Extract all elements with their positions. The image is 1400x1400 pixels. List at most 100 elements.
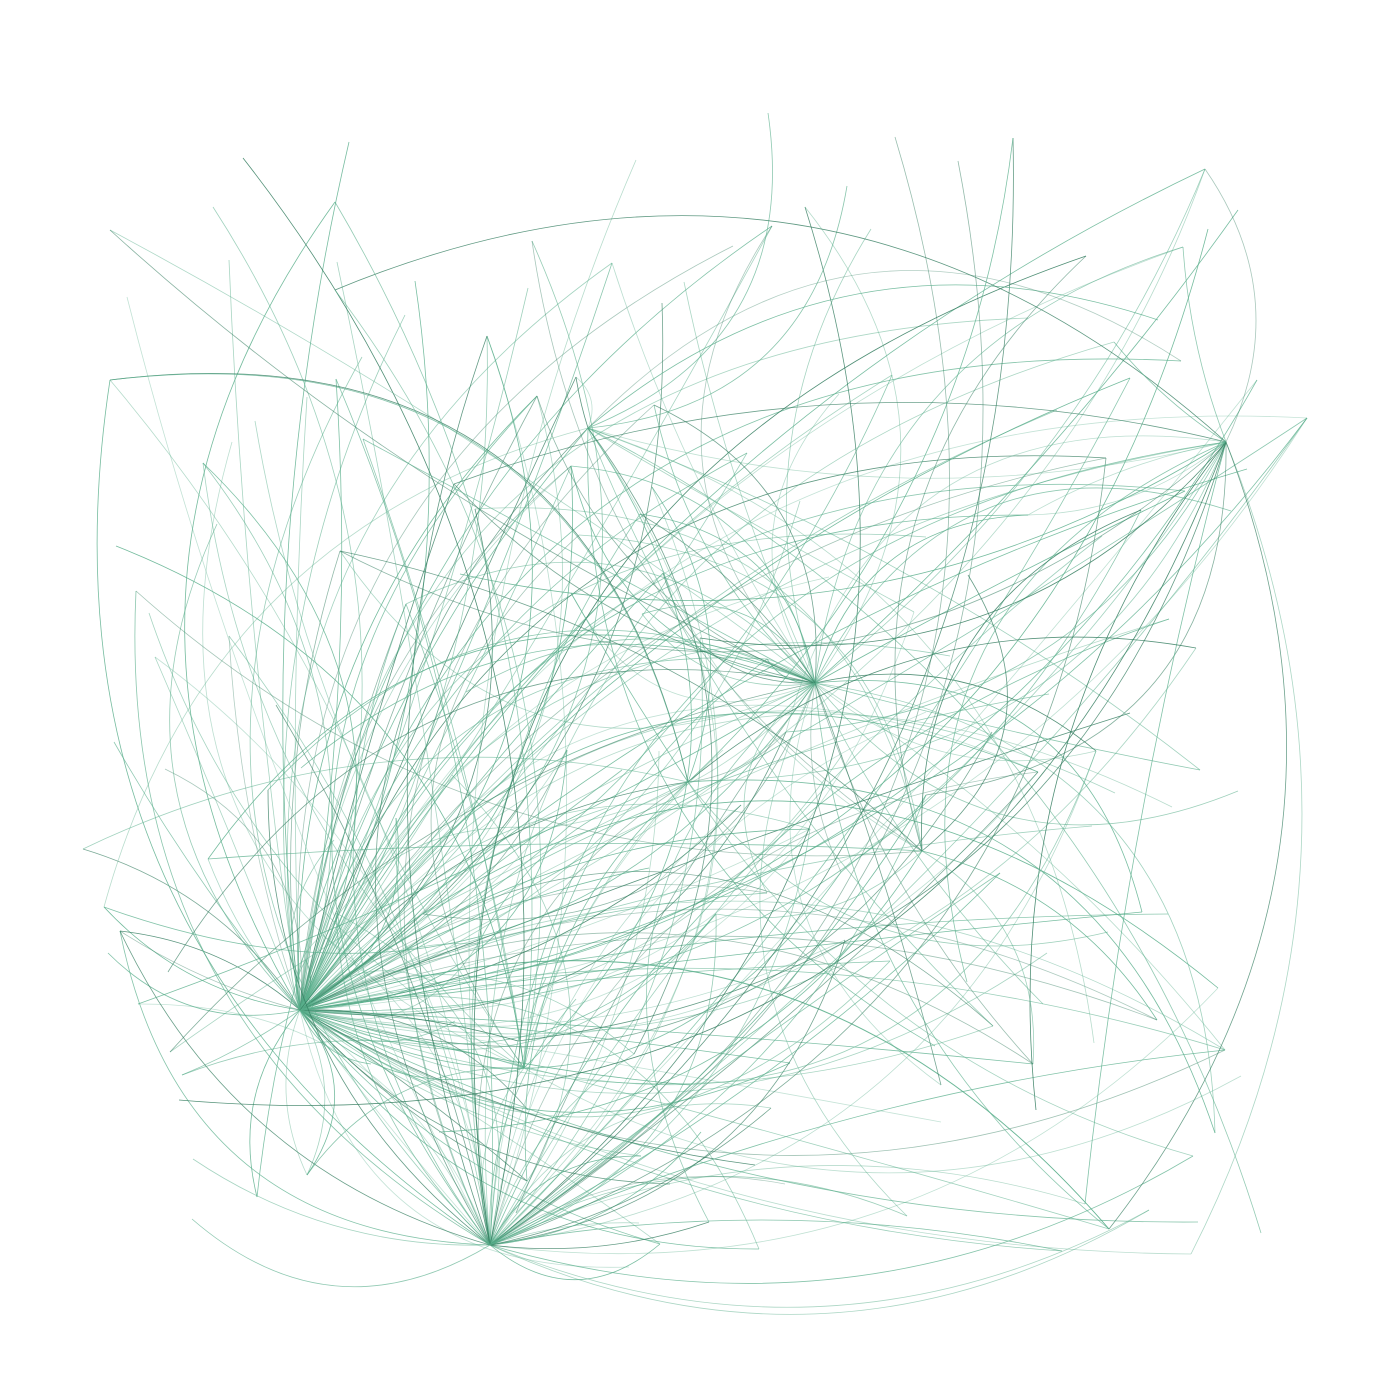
graph-edge	[154, 656, 491, 1246]
graph-edge	[587, 427, 994, 1027]
graph-edge	[814, 682, 1226, 1051]
graph-edge	[299, 1009, 994, 1085]
graph-edge	[299, 781, 689, 1011]
graph-edge	[109, 229, 816, 684]
graph-edge	[119, 930, 491, 1246]
graph-edge	[154, 656, 301, 1011]
graph-edge	[96, 379, 491, 1246]
graph-edge	[299, 287, 529, 1011]
graph-edge	[299, 509, 1142, 1012]
graph-edge	[336, 261, 491, 1246]
graph-edge	[299, 1009, 1110, 1230]
graph-edge	[687, 781, 1109, 947]
graph-edge	[299, 900, 1226, 1051]
graph-edge	[489, 1165, 1086, 1246]
graph-edge	[299, 995, 760, 1250]
graph-edge	[299, 465, 572, 1011]
graph-edge	[352, 603, 491, 1246]
graph-edge	[299, 1009, 372, 1065]
graph-edge	[299, 452, 748, 1011]
graph-edge	[299, 1009, 1199, 1223]
graph-edge	[587, 427, 713, 1055]
graph-edge	[298, 395, 538, 1011]
graph-edge	[422, 682, 816, 921]
graph-edge	[299, 1009, 1034, 1065]
graph-edge	[531, 240, 923, 852]
graph-edge	[299, 1009, 519, 1042]
graph-edge	[814, 680, 1143, 913]
graph-edge	[299, 168, 1206, 1011]
graph-edge	[814, 168, 1206, 684]
graph-edge	[814, 673, 1097, 752]
graph-edge	[1108, 441, 1287, 1230]
graph-edge	[453, 483, 816, 684]
graph-edge	[137, 1003, 491, 1246]
graph-edge	[785, 435, 1227, 733]
graph-edge	[135, 590, 923, 857]
graph-edge	[489, 872, 1001, 1246]
graph-edge	[489, 160, 984, 1246]
graph-edge	[814, 682, 1239, 826]
graph-edge	[299, 395, 538, 1011]
graph-edge	[570, 465, 816, 684]
graph-edge	[299, 913, 717, 1045]
graph-edge	[406, 335, 491, 1246]
graph-edge	[299, 484, 1186, 1011]
graph-edge	[202, 462, 525, 1069]
graph-edge	[126, 296, 491, 1246]
graph-edge	[699, 441, 1227, 647]
graph-edge	[299, 1009, 1192, 1255]
graph-edge	[335, 912, 500, 1246]
edge-layer	[82, 112, 1308, 1315]
graph-edge	[299, 892, 768, 1011]
graph-edge	[921, 850, 1158, 1021]
graph-edge	[299, 943, 479, 1020]
graph-edge	[202, 462, 333, 1011]
graph-edge	[489, 750, 660, 1246]
graph-edge	[299, 960, 1110, 1230]
graph-edge	[766, 658, 816, 684]
graph-edge	[283, 314, 406, 1011]
graph-edge	[299, 1009, 942, 1123]
graph-edge	[489, 486, 719, 1246]
graph-edge	[587, 284, 1159, 429]
graph-edge	[299, 657, 768, 1011]
graph-edge	[662, 572, 923, 852]
graph-edge	[164, 768, 302, 1011]
graph-edge	[285, 1009, 308, 1176]
graph-edge	[587, 185, 848, 429]
graph-edge	[489, 1221, 710, 1250]
graph-edge	[299, 1009, 630, 1268]
graph-edge	[459, 441, 1227, 601]
graph-edge	[921, 574, 1008, 852]
graph-edge	[489, 771, 1039, 1246]
graph-edge	[785, 228, 872, 684]
graph-edge	[1182, 246, 1227, 443]
graph-edge	[489, 1243, 661, 1280]
graph-edge	[299, 225, 773, 1011]
graph-edge	[228, 259, 301, 1011]
graph-edge	[109, 229, 816, 684]
graph-edge	[814, 682, 1201, 771]
graph-edge	[296, 959, 307, 1011]
graph-edge	[228, 635, 301, 1011]
graph-edge	[921, 850, 1035, 1065]
graph-edge	[489, 939, 846, 1246]
graph-edge	[489, 1222, 640, 1246]
graph-edge	[82, 848, 301, 1011]
graph-edge	[489, 1155, 642, 1246]
graph-edge	[814, 682, 1044, 1005]
graph-edge	[489, 618, 1170, 1246]
graph-edge	[299, 500, 801, 1011]
graph-edge	[299, 378, 343, 1011]
graph-edge	[687, 779, 1216, 1134]
graph-edge	[474, 507, 923, 852]
graph-edge	[489, 637, 703, 1246]
graph-edge	[814, 246, 1184, 684]
graph-edge	[299, 967, 1226, 1051]
graph-edge	[169, 523, 301, 1011]
graph-edge	[1084, 441, 1227, 1205]
graph-edge	[299, 867, 650, 1011]
graph-edge	[299, 828, 811, 1028]
